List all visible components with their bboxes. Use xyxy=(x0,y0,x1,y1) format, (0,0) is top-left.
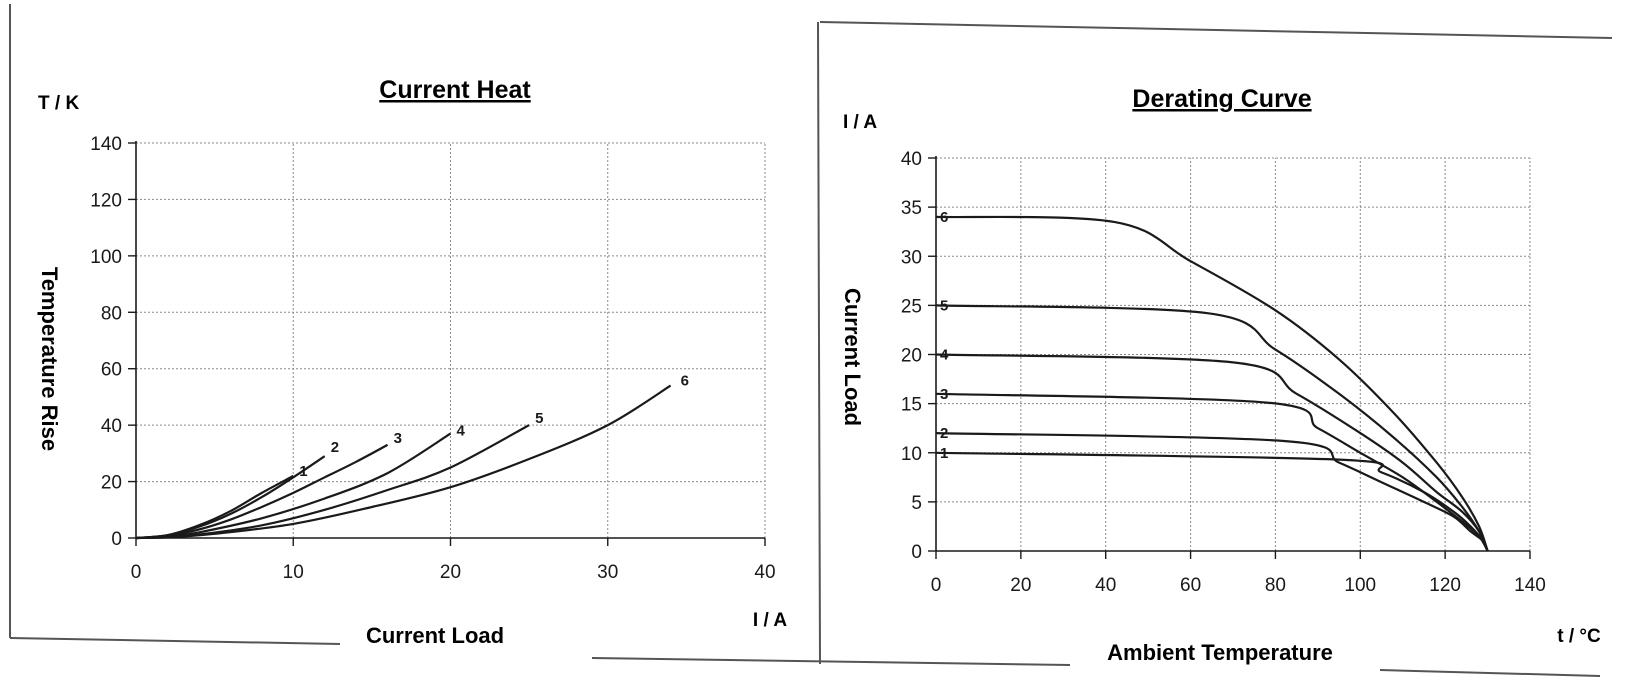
x-tick-label: 60 xyxy=(1180,575,1201,596)
series-label-6: 6 xyxy=(681,373,689,390)
current-heat-title: Current Heat xyxy=(379,76,531,104)
current-heat-series: 123 456 xyxy=(135,373,689,540)
derating-curve-x-label: Ambient Temperature xyxy=(1107,640,1333,665)
series-label-6: 6 xyxy=(940,209,948,226)
series-label-3: 3 xyxy=(940,386,948,403)
series-line-6 xyxy=(135,384,672,540)
series-line-3 xyxy=(135,443,389,540)
y-tick-label: 20 xyxy=(901,346,922,367)
y-tick-label: 0 xyxy=(111,529,122,550)
y-tick-label: 140 xyxy=(90,134,122,155)
current-heat-ticks: 0 20 40 60 80 100 120 140 0 10 20 30 40 xyxy=(90,134,775,583)
series-label-1: 1 xyxy=(940,445,948,462)
series-label-3: 3 xyxy=(394,430,402,447)
y-tick-label: 15 xyxy=(901,395,922,416)
y-tick-label: 80 xyxy=(101,303,122,324)
y-tick-label: 40 xyxy=(101,416,122,437)
x-tick-label: 100 xyxy=(1344,575,1376,596)
current-heat-y-label: Temperature Rise xyxy=(37,267,62,451)
x-tick-label: 10 xyxy=(283,562,304,583)
x-tick-label: 20 xyxy=(440,562,461,583)
x-tick-label: 120 xyxy=(1429,575,1461,596)
y-tick-label: 5 xyxy=(911,493,922,514)
series-line-4 xyxy=(935,353,1489,552)
series-line-6 xyxy=(935,215,1489,552)
frame-bottom-right xyxy=(1379,669,1601,677)
series-line-2 xyxy=(935,432,1489,552)
derating-curve-y-label: Current Load xyxy=(840,288,865,426)
frame-bottom-middle xyxy=(591,657,1071,666)
series-label-2: 2 xyxy=(940,425,948,442)
y-tick-label: 0 xyxy=(911,542,922,563)
x-tick-label: 0 xyxy=(931,575,942,596)
current-heat-grid xyxy=(136,142,766,538)
x-tick-label: 0 xyxy=(131,562,142,583)
y-tick-label: 20 xyxy=(101,473,122,494)
current-heat-y-unit: T / K xyxy=(38,93,79,114)
derating-curve-y-unit: I / A xyxy=(843,112,877,133)
current-heat-x-unit: I / A xyxy=(753,610,787,631)
y-tick-label: 40 xyxy=(901,149,922,170)
y-tick-label: 35 xyxy=(901,198,922,219)
figure-frame xyxy=(9,4,1613,677)
x-tick-label: 30 xyxy=(597,562,618,583)
y-tick-label: 120 xyxy=(90,190,122,211)
series-label-4: 4 xyxy=(940,347,949,364)
series-label-2: 2 xyxy=(331,439,339,456)
frame-top-right xyxy=(819,21,1613,39)
derating-curve-chart: Derating Curve I / A Current Load t / °C… xyxy=(840,85,1601,665)
series-line-5 xyxy=(935,304,1489,552)
series-label-4: 4 xyxy=(457,423,466,440)
derating-curve-series: 1 2 3 4 5 6 xyxy=(935,209,1489,552)
x-tick-label: 40 xyxy=(1095,575,1116,596)
x-tick-label: 40 xyxy=(754,562,775,583)
current-heat-x-label: Current Load xyxy=(366,623,504,648)
y-tick-label: 10 xyxy=(901,444,922,465)
derating-curve-x-unit: t / °C xyxy=(1557,626,1601,647)
y-tick-label: 25 xyxy=(901,296,922,317)
frame-divider xyxy=(817,21,821,665)
y-tick-label: 60 xyxy=(101,360,122,381)
frame-bottom-left xyxy=(9,637,341,645)
y-tick-label: 30 xyxy=(901,247,922,268)
series-label-5: 5 xyxy=(535,410,543,427)
x-tick-label: 80 xyxy=(1265,575,1286,596)
x-tick-label: 140 xyxy=(1514,575,1546,596)
derating-curve-title: Derating Curve xyxy=(1132,85,1311,113)
series-line-3 xyxy=(935,392,1489,552)
derating-curve-axes xyxy=(935,156,1530,552)
derating-curve-grid xyxy=(936,157,1531,551)
series-label-5: 5 xyxy=(940,297,948,314)
current-heat-chart: Current Heat T / K Temperature Rise I / … xyxy=(37,76,787,648)
x-tick-label: 20 xyxy=(1010,575,1031,596)
y-tick-label: 100 xyxy=(90,247,122,268)
